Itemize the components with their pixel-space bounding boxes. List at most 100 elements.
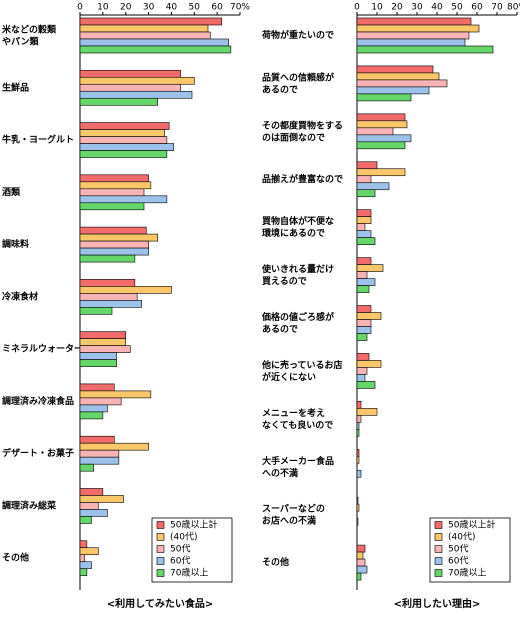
bar xyxy=(79,143,175,151)
category-label: その他 xyxy=(2,552,29,564)
category-label: 荷物が重たいので xyxy=(261,29,334,41)
bar xyxy=(356,182,390,191)
bar xyxy=(79,509,108,517)
x-tick-label: 10 xyxy=(371,3,383,13)
bar xyxy=(79,90,193,99)
bar xyxy=(79,300,143,308)
bar xyxy=(79,45,232,54)
category-label: 牛乳・ヨーグルト xyxy=(2,134,74,146)
bar xyxy=(79,331,127,339)
legend-swatch xyxy=(156,545,165,553)
bar xyxy=(356,558,366,567)
bar xyxy=(79,69,181,78)
bar xyxy=(356,24,480,33)
bar xyxy=(356,38,466,47)
bar xyxy=(79,359,117,367)
bar xyxy=(356,86,430,95)
bar xyxy=(356,72,440,81)
legend-swatch xyxy=(156,557,165,565)
bar xyxy=(79,352,117,360)
bar xyxy=(356,230,372,238)
bar xyxy=(356,565,368,574)
legend-label: 50歳以上計 xyxy=(448,519,495,531)
legend-swatch xyxy=(434,557,443,565)
bar xyxy=(356,503,360,512)
bar xyxy=(356,496,359,505)
bar xyxy=(356,448,360,457)
bar xyxy=(79,202,145,211)
bar xyxy=(356,209,372,217)
bar xyxy=(356,45,494,54)
bar xyxy=(79,390,152,399)
bar xyxy=(79,76,195,85)
bar xyxy=(356,353,370,361)
bar xyxy=(356,271,368,279)
legend-label: 70歳以上 xyxy=(170,567,208,579)
x-tick-label: 20 xyxy=(391,3,403,13)
x-tick-label: 10 xyxy=(97,3,109,13)
legend-swatch xyxy=(434,569,443,577)
category-label: 価格の値ごろ感があるので xyxy=(261,311,335,335)
category-label: その他 xyxy=(262,556,289,568)
bar xyxy=(356,127,394,136)
bar xyxy=(356,360,382,368)
bar xyxy=(79,547,99,556)
x-tick-label: 30 xyxy=(411,3,423,13)
category-label: 品揃えが豊富なので xyxy=(262,173,343,185)
bar xyxy=(79,540,88,549)
x-tick-label: 0 xyxy=(354,3,360,13)
bar xyxy=(79,404,108,413)
legend-label: (40代) xyxy=(448,532,475,543)
bar xyxy=(79,195,168,204)
bar xyxy=(79,188,145,197)
legend-swatch xyxy=(434,521,443,529)
legend-swatch xyxy=(156,533,165,541)
bar xyxy=(79,136,168,144)
category-label: メニューを考えなくても良いので xyxy=(262,406,333,430)
category-label: 酒類 xyxy=(2,186,21,198)
bar xyxy=(356,278,376,286)
legend-label: 50代 xyxy=(170,544,190,555)
category-label: 大手メーカー食品への不満 xyxy=(262,454,334,478)
bar xyxy=(79,293,138,301)
bar xyxy=(79,568,88,577)
bar xyxy=(79,456,120,465)
bar xyxy=(79,38,229,47)
category-label: ミネラルウォーター xyxy=(2,343,83,355)
bar xyxy=(79,502,99,510)
category-label: 米などの穀類やパン類 xyxy=(1,23,57,47)
bar xyxy=(79,286,172,294)
x-tick-label: 70 xyxy=(491,3,503,13)
category-label: 使いきれる量だけ買えるので xyxy=(261,263,334,287)
bar xyxy=(356,333,368,341)
bar xyxy=(356,257,372,265)
bar xyxy=(79,181,152,190)
category-label: 品質への信頼感があるので xyxy=(262,71,335,95)
category-label: その都度買物をするのは面倒なので xyxy=(262,119,343,143)
bar xyxy=(79,554,85,563)
bar xyxy=(356,517,359,526)
bar xyxy=(79,83,181,92)
bar xyxy=(356,17,472,26)
bar xyxy=(356,216,372,224)
bar xyxy=(356,237,376,245)
x-tick-label: 80% xyxy=(507,3,520,13)
x-tick-label: 60 xyxy=(471,3,483,13)
bar xyxy=(79,24,209,33)
bar xyxy=(79,449,120,458)
bar xyxy=(356,401,362,409)
category-label: スーパーなどのお店への不満 xyxy=(262,502,325,526)
bar xyxy=(79,254,136,263)
bar xyxy=(79,129,165,137)
bar xyxy=(356,31,470,40)
x-tick-label: 60 xyxy=(211,3,223,13)
bar xyxy=(79,345,131,353)
bar xyxy=(356,319,372,327)
bar xyxy=(79,233,159,242)
legend-box xyxy=(429,517,511,583)
legend-swatch xyxy=(156,569,165,577)
bar xyxy=(356,469,362,478)
bar xyxy=(79,397,122,406)
legend-label: (40代) xyxy=(170,532,197,543)
bar xyxy=(79,31,211,40)
